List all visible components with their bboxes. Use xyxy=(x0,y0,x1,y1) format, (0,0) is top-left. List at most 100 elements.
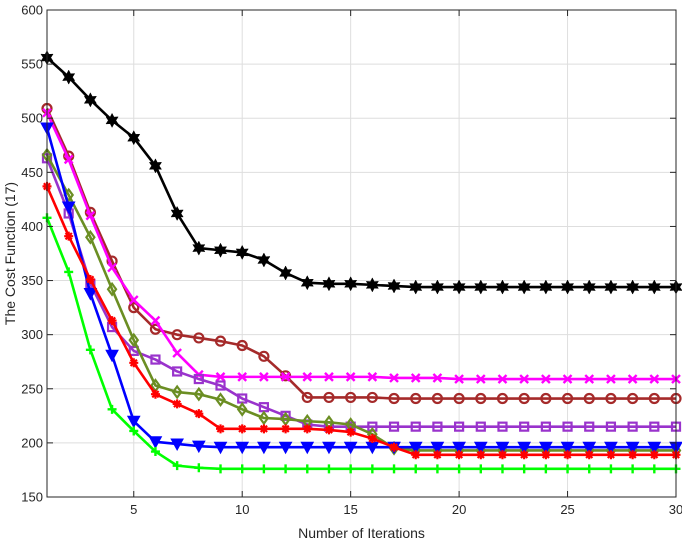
magenta-x-point xyxy=(280,372,291,382)
black-hexagram-point xyxy=(539,279,553,295)
purple-square-point xyxy=(215,380,226,391)
red-asterisk-point xyxy=(454,450,464,460)
black-hexagram-point xyxy=(127,130,141,146)
brown-circle-point xyxy=(496,392,509,405)
red-asterisk-point xyxy=(346,427,356,437)
magenta-x-point xyxy=(562,374,573,384)
green-plus-point xyxy=(85,345,95,355)
olive-diamond-point xyxy=(171,384,183,400)
green-plus-point xyxy=(476,464,486,474)
purple-square-point xyxy=(150,354,161,365)
series-red-asterisk xyxy=(42,181,681,460)
y-tick-label: 400 xyxy=(21,219,43,234)
blue-triangle-point xyxy=(148,436,163,449)
green-plus-point xyxy=(281,464,291,474)
black-hexagram-point xyxy=(387,278,401,294)
y-tick-label: 150 xyxy=(21,490,43,505)
plot-area-border xyxy=(46,9,677,498)
red-asterisk-point xyxy=(216,424,226,434)
green-plus-point xyxy=(454,464,464,474)
brown-circle-point xyxy=(171,329,183,341)
green-plus-point xyxy=(324,464,334,474)
magenta-x-point xyxy=(172,348,182,358)
green-plus-point xyxy=(172,461,182,471)
olive-diamond-point xyxy=(215,392,226,407)
purple-square-point xyxy=(562,421,573,432)
black-hexagram-point xyxy=(430,279,444,295)
y-axis-label: The Cost Function (17) xyxy=(2,182,18,325)
brown-circle-point xyxy=(410,392,422,405)
green-plus-point xyxy=(649,464,659,474)
red-asterisk-point xyxy=(519,450,529,460)
black-hexagram-point xyxy=(495,279,510,295)
magenta-x-point xyxy=(606,374,616,384)
blue-triangle-point xyxy=(625,441,640,455)
brown-circle-point xyxy=(540,392,552,405)
red-asterisk-point xyxy=(563,450,573,460)
black-hexagram-point xyxy=(192,240,206,256)
red-asterisk-point xyxy=(476,450,486,460)
black-hexagram-point xyxy=(83,92,97,108)
y-tick-label: 550 xyxy=(21,57,43,72)
purple-square-point xyxy=(475,421,486,432)
blue-triangle-point xyxy=(452,441,466,455)
magenta-x-point xyxy=(475,374,486,384)
blue-triangle-point xyxy=(517,441,532,455)
brown-circle-point xyxy=(193,332,205,344)
black-hexagram-point xyxy=(213,242,228,258)
blue-triangle-point xyxy=(582,441,597,455)
red-asterisk-point xyxy=(64,231,74,241)
series-magenta-x xyxy=(42,107,681,384)
brown-circle-point xyxy=(627,392,639,405)
blue-triangle-point xyxy=(539,441,553,455)
y-tick-label: 500 xyxy=(21,111,43,126)
red-asterisk-point xyxy=(85,274,95,284)
green-plus-point xyxy=(541,464,551,474)
green-plus-point xyxy=(563,464,573,474)
olive-diamond-point xyxy=(106,281,118,297)
magenta-x-point xyxy=(259,372,269,382)
black-hexagram-point xyxy=(105,112,119,128)
brown-circle-point xyxy=(323,391,335,404)
red-asterisk-point xyxy=(584,450,594,460)
red-asterisk-point xyxy=(367,434,377,444)
magenta-x-point xyxy=(627,374,638,384)
green-plus-point xyxy=(237,464,247,474)
brown-circle-point xyxy=(583,392,595,405)
blue-triangle-point xyxy=(430,441,445,455)
plot-area-background xyxy=(47,10,676,497)
x-tick-label: 25 xyxy=(560,502,574,517)
blue-triangle-point xyxy=(213,441,228,455)
purple-square-point xyxy=(432,421,443,432)
brown-circle-point xyxy=(475,392,487,405)
red-asterisk-point xyxy=(281,424,291,434)
black-hexagram-point xyxy=(604,279,618,295)
purple-square-point xyxy=(605,421,617,432)
brown-circle-point xyxy=(301,391,313,404)
magenta-x-point xyxy=(649,374,660,384)
red-asterisk-point xyxy=(541,450,551,460)
magenta-x-point xyxy=(497,374,508,384)
purple-square-point xyxy=(584,421,595,432)
blue-triangle-point xyxy=(235,441,250,455)
purple-square-point xyxy=(367,421,378,432)
magenta-x-point xyxy=(410,373,421,383)
blue-triangle-point xyxy=(473,441,488,455)
purple-square-point xyxy=(454,421,465,432)
red-asterisk-point xyxy=(150,389,160,399)
magenta-x-point xyxy=(85,210,96,221)
blue-triangle-point xyxy=(191,440,206,454)
red-asterisk-point xyxy=(129,358,139,368)
green-plus-point xyxy=(346,464,356,474)
green-plus-point xyxy=(129,426,139,436)
brown-circle-point xyxy=(388,392,400,405)
magenta-x-point xyxy=(215,372,226,382)
red-asterisk-point xyxy=(432,450,442,460)
y-tick-label: 350 xyxy=(21,273,43,288)
brown-circle-point xyxy=(648,392,660,405)
magenta-x-point xyxy=(367,372,378,382)
blue-triangle-point xyxy=(408,441,423,455)
magenta-x-point xyxy=(63,154,74,165)
blue-triangle-point xyxy=(105,349,119,363)
